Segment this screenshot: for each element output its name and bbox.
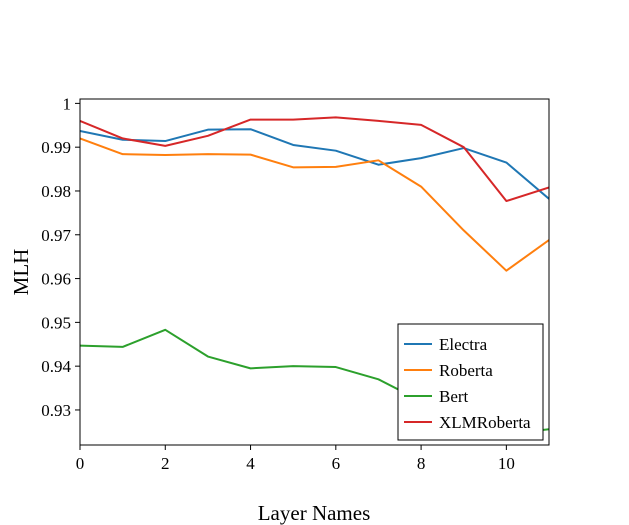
y-tick-label: 1 — [63, 94, 72, 113]
y-tick-label: 0.98 — [41, 182, 71, 201]
y-tick-label: 0.96 — [41, 270, 71, 289]
x-tick-label: 6 — [332, 454, 341, 473]
legend-label-bert: Bert — [439, 387, 469, 406]
y-tick-label: 0.97 — [41, 226, 71, 245]
x-tick-label: 4 — [246, 454, 255, 473]
y-tick-label: 0.95 — [41, 313, 71, 332]
y-axis-title: MLH — [9, 249, 33, 296]
x-tick-label: 10 — [498, 454, 515, 473]
y-axis: 0.93 0.94 0.95 0.96 0.97 0.98 0.99 1 — [41, 94, 80, 420]
plot-frame — [79, 98, 550, 446]
y-tick-label: 0.99 — [41, 138, 71, 157]
legend-label-xlmroberta: XLMRoberta — [439, 413, 531, 432]
x-axis: 0 2 4 6 8 10 — [76, 445, 515, 473]
series-line-xlmroberta — [80, 116, 549, 203]
series-line-electra — [80, 128, 549, 200]
y-tick-label: 0.94 — [41, 357, 71, 376]
y-tick-label: 0.93 — [41, 401, 71, 420]
x-tick-label: 0 — [76, 454, 85, 473]
series-layer — [80, 116, 549, 436]
legend-label-roberta: Roberta — [439, 361, 493, 380]
series-line-roberta — [80, 137, 549, 272]
x-tick-label: 8 — [417, 454, 426, 473]
legend: Electra Roberta Bert XLMRoberta — [397, 323, 544, 441]
legend-label-electra: Electra — [439, 335, 488, 354]
x-axis-title: Layer Names — [258, 501, 371, 525]
x-tick-label: 2 — [161, 454, 170, 473]
